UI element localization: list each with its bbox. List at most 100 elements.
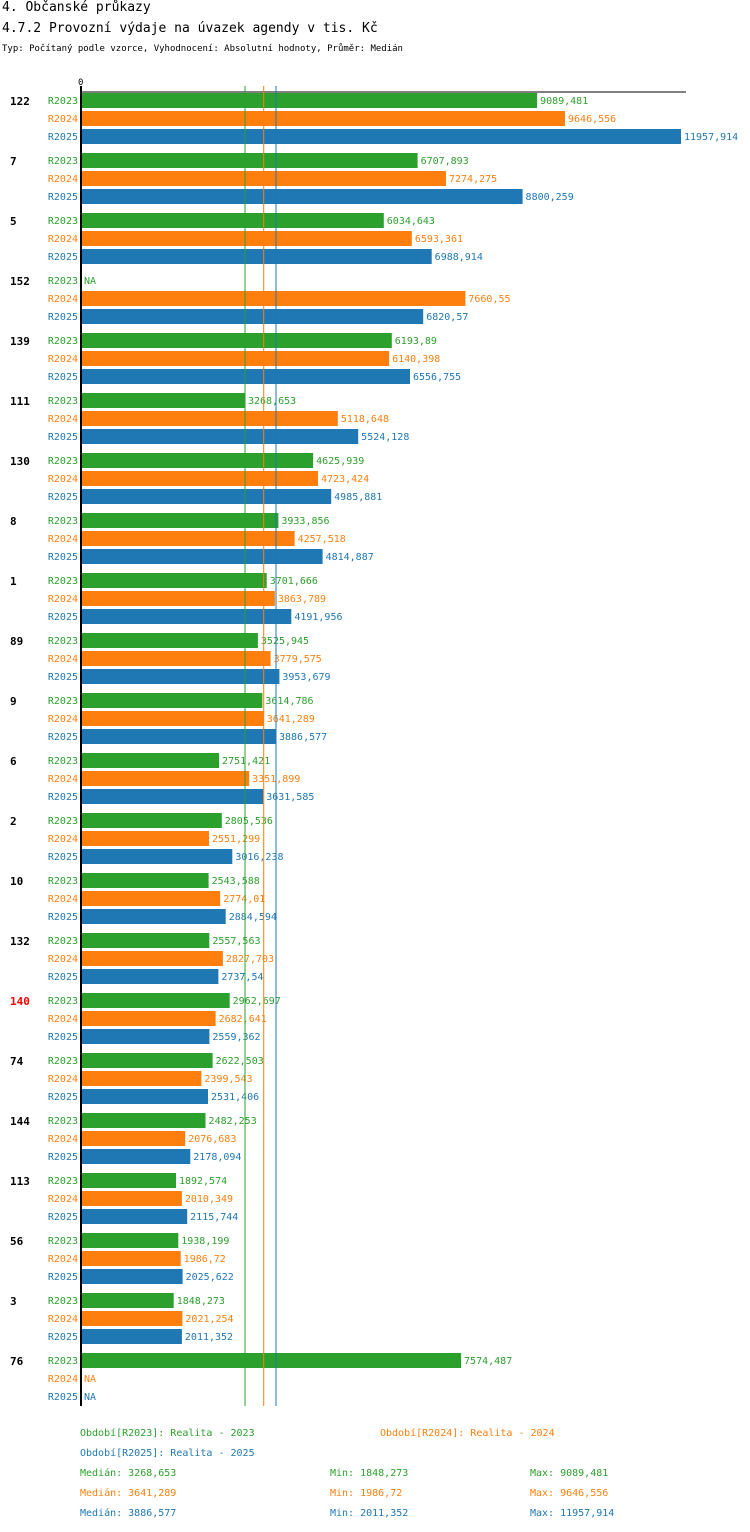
series-label: R2023 — [48, 336, 78, 347]
series-label: R2024 — [48, 234, 78, 245]
value-label: 3631,585 — [266, 792, 314, 803]
value-label: 9646,556 — [568, 114, 616, 125]
chart-subtitle: Typ: Počítaný podle vzorce, Vyhodnocení:… — [2, 44, 403, 54]
series-label: R2025 — [48, 1332, 78, 1343]
bar — [81, 969, 219, 984]
bar — [81, 393, 245, 408]
value-label: 3863,789 — [278, 594, 326, 605]
series-label: R2024 — [48, 1014, 78, 1025]
bar — [81, 1011, 216, 1026]
value-label: 6034,643 — [387, 216, 435, 227]
stat-median-r2025: Medián: 3886,577 — [80, 1508, 177, 1519]
series-label: R2023 — [48, 276, 78, 287]
stat-median-r2024: Medián: 3641,289 — [80, 1488, 177, 1499]
value-label: 4723,424 — [321, 474, 369, 485]
series-label: R2023 — [48, 396, 78, 407]
value-label: 2884,594 — [229, 912, 277, 923]
series-label: R2023 — [48, 516, 78, 527]
value-label: 2774,01 — [223, 894, 265, 905]
series-label: R2025 — [48, 972, 78, 983]
value-label: 6140,398 — [392, 354, 440, 365]
group-label: 9 — [10, 695, 17, 708]
bar — [81, 1113, 206, 1128]
value-label: 2559,362 — [212, 1032, 260, 1043]
value-label: 4985,881 — [334, 492, 382, 503]
series-label: R2024 — [48, 174, 78, 185]
series-label: R2023 — [48, 1176, 78, 1187]
value-label: 6193,89 — [395, 336, 437, 347]
bar — [81, 729, 276, 744]
bar — [81, 429, 359, 444]
bar — [81, 651, 271, 666]
value-label: 3525,945 — [261, 636, 309, 647]
series-label: R2025 — [48, 372, 78, 383]
series-label: R2025 — [48, 1032, 78, 1043]
value-label: 1892,574 — [179, 1176, 227, 1187]
bar — [81, 453, 314, 468]
bar — [81, 831, 209, 846]
group-label: 2 — [10, 815, 17, 828]
series-label: R2023 — [48, 876, 78, 887]
legend-r2023: Období[R2023]: Realita - 2023 — [80, 1428, 255, 1439]
value-label: 2076,683 — [188, 1134, 236, 1145]
bar — [81, 531, 295, 546]
stat-max-r2024: Max: 9646,556 — [530, 1488, 609, 1499]
value-label: 2557,563 — [212, 936, 260, 947]
bar — [81, 1251, 181, 1266]
bar — [81, 153, 418, 168]
bar — [81, 873, 209, 888]
series-label: R2024 — [48, 654, 78, 665]
group-label: 89 — [10, 635, 23, 648]
bar — [81, 891, 221, 906]
stat-min-r2023: Min: 1848,273 — [330, 1468, 409, 1479]
value-label: 1986,72 — [184, 1254, 226, 1265]
value-label: 2827,703 — [226, 954, 274, 965]
value-label: 4191,956 — [294, 612, 342, 623]
stat-max-r2025: Max: 11957,914 — [530, 1508, 615, 1519]
bar — [81, 993, 230, 1008]
value-label: 2399,543 — [204, 1074, 252, 1085]
bar — [81, 111, 565, 126]
group-label: 140 — [10, 995, 30, 1008]
value-label: 1848,273 — [177, 1296, 225, 1307]
bar — [81, 849, 233, 864]
value-label: 3933,856 — [281, 516, 329, 527]
bar — [81, 933, 210, 948]
series-label: R2023 — [48, 216, 78, 227]
group-label: 122 — [10, 95, 30, 108]
stat-min-r2024: Min: 1986,72 — [330, 1488, 403, 1499]
group-label: 139 — [10, 335, 30, 348]
bar — [81, 213, 384, 228]
bar — [81, 333, 392, 348]
series-label: R2024 — [48, 294, 78, 305]
group-label: 6 — [10, 755, 17, 768]
series-label: R2024 — [48, 1314, 78, 1325]
value-label: 3886,577 — [279, 732, 327, 743]
series-label: R2025 — [48, 432, 78, 443]
series-label: R2025 — [48, 1272, 78, 1283]
bar — [81, 549, 323, 564]
bar — [81, 309, 424, 324]
series-label: R2025 — [48, 1392, 78, 1403]
legend-r2024: Období[R2024]: Realita - 2024 — [380, 1428, 555, 1439]
value-label: 5118,648 — [341, 414, 389, 425]
bar — [81, 231, 412, 246]
series-label: R2024 — [48, 1194, 78, 1205]
group-label: 152 — [10, 275, 30, 288]
series-label: R2023 — [48, 636, 78, 647]
series-label: R2024 — [48, 534, 78, 545]
series-label: R2025 — [48, 1092, 78, 1103]
group-label: 8 — [10, 515, 17, 528]
value-label: 2737,54 — [221, 972, 263, 983]
value-label: 3268,653 — [248, 396, 296, 407]
series-label: R2023 — [48, 1056, 78, 1067]
series-label: R2023 — [48, 1116, 78, 1127]
bar — [81, 1053, 213, 1068]
bar — [81, 1173, 176, 1188]
value-label: 2178,094 — [193, 1152, 241, 1163]
stat-median-r2023: Medián: 3268,653 — [80, 1468, 177, 1479]
bar — [81, 93, 538, 108]
bar — [81, 129, 681, 144]
stat-min-r2025: Min: 2011,352 — [330, 1508, 409, 1519]
value-label: 2025,622 — [186, 1272, 234, 1283]
